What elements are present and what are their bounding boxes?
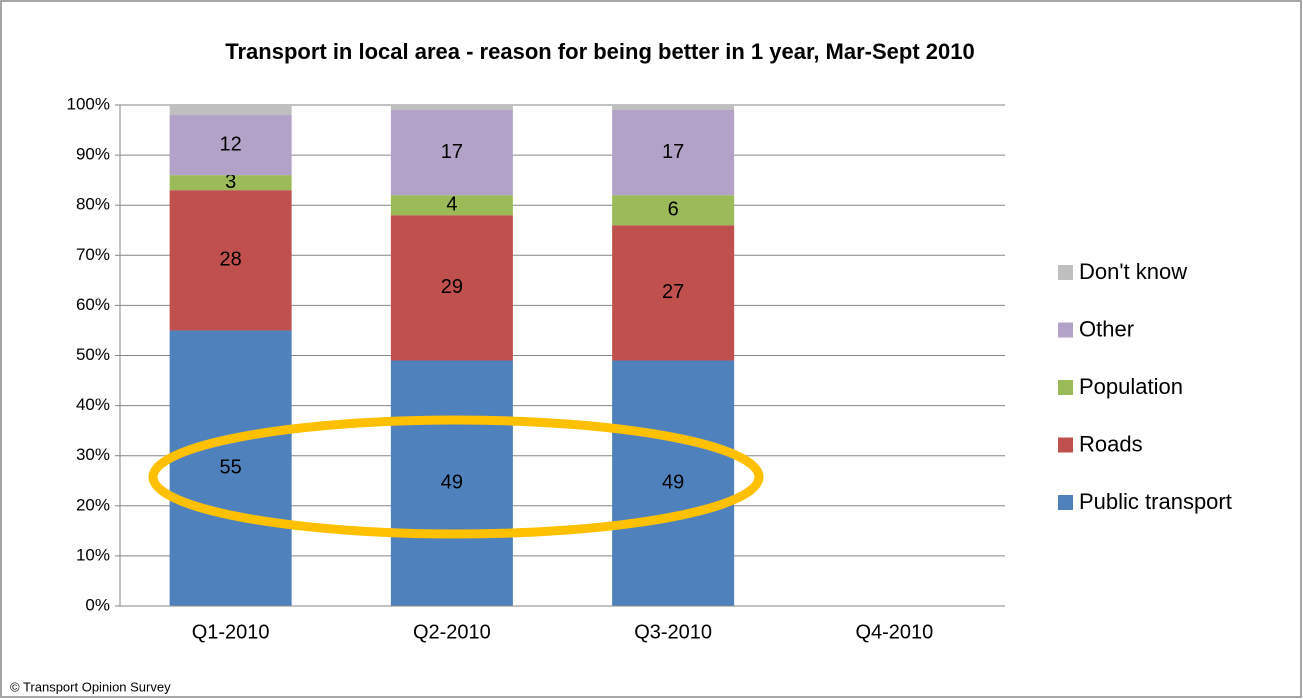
y-tick-label: 30% — [76, 445, 110, 464]
legend-swatch — [1058, 265, 1073, 280]
chart-title: Transport in local area - reason for bei… — [225, 39, 974, 64]
legend-label: Other — [1079, 316, 1134, 341]
y-tick-label: 80% — [76, 195, 110, 214]
bar-segment — [612, 225, 735, 361]
x-tick-label: Q3-2010 — [634, 621, 712, 643]
bar-segment — [169, 115, 292, 176]
x-tick-label: Q4-2010 — [855, 621, 933, 643]
bar-segment — [612, 195, 735, 226]
data-label: 17 — [441, 141, 463, 163]
legend-swatch — [1058, 322, 1073, 338]
bar-segment — [390, 195, 513, 216]
y-tick-label: 90% — [76, 145, 110, 164]
source-note: © Transport Opinion Survey — [10, 679, 171, 694]
bar-segment — [169, 330, 292, 606]
bar-segment — [390, 110, 513, 196]
bar-segment — [390, 215, 513, 361]
bar-segment — [390, 105, 513, 111]
legend-label: Don't know — [1079, 259, 1187, 284]
data-label: 4 — [446, 193, 457, 215]
bar-segment — [169, 190, 292, 331]
x-tick-label: Q1-2010 — [192, 621, 270, 643]
data-label: 12 — [220, 133, 242, 155]
y-tick-label: 20% — [76, 495, 110, 514]
y-tick-label: 0% — [85, 595, 110, 614]
legend-label: Population — [1079, 374, 1183, 399]
data-label: 49 — [441, 472, 463, 494]
bar-segment — [612, 110, 735, 196]
data-label: 3 — [225, 171, 236, 193]
y-tick-label: 50% — [76, 345, 110, 364]
legend-swatch — [1058, 495, 1073, 510]
y-tick-label: 70% — [76, 245, 110, 264]
bar-segment — [169, 175, 292, 191]
legend-label: Roads — [1079, 431, 1143, 456]
data-label: 55 — [220, 457, 242, 479]
bar-segment — [169, 105, 292, 116]
legend-label: Public transport — [1079, 489, 1232, 514]
data-label: 29 — [441, 276, 463, 298]
highlight-ellipse — [148, 415, 764, 539]
legend-swatch — [1058, 380, 1073, 395]
data-label: 28 — [220, 249, 242, 271]
data-label: 6 — [668, 198, 679, 220]
x-tick-label: Q2-2010 — [413, 621, 491, 643]
data-label: 49 — [662, 472, 684, 494]
data-label: 27 — [662, 281, 684, 303]
bar-segment — [390, 360, 513, 606]
data-label: 17 — [662, 141, 684, 163]
legend-swatch — [1058, 437, 1073, 453]
y-tick-label: 100% — [67, 94, 110, 113]
y-tick-label: 40% — [76, 395, 110, 414]
bar-segment — [612, 360, 735, 606]
y-tick-label: 60% — [76, 295, 110, 314]
bar-segment — [612, 105, 735, 111]
y-tick-label: 10% — [76, 545, 110, 564]
